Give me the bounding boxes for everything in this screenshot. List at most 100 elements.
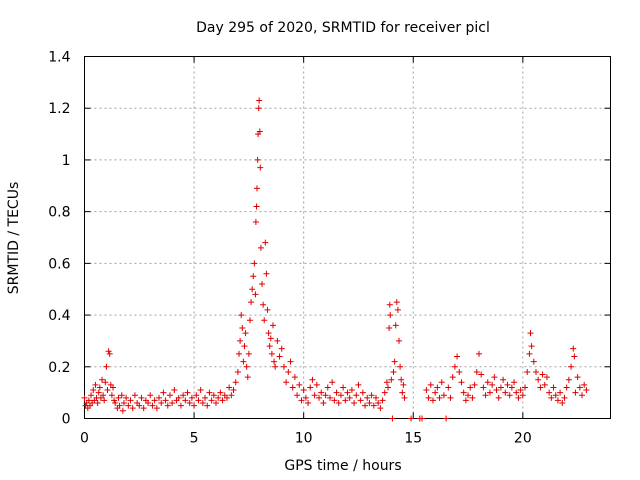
data-point xyxy=(215,394,222,401)
data-point xyxy=(245,350,252,357)
data-point xyxy=(217,389,224,396)
data-point xyxy=(234,368,241,375)
y-axis: 0 0.2 0.4 0.6 0.8 1 1.2 1.4 xyxy=(48,50,611,428)
data-point xyxy=(401,394,408,401)
data-point xyxy=(236,350,243,357)
data-point xyxy=(357,397,364,404)
data-point xyxy=(99,376,106,383)
data-point xyxy=(138,394,145,401)
data-point xyxy=(264,306,271,313)
data-point xyxy=(508,384,515,391)
y-tick-label: 0.6 xyxy=(48,256,70,272)
data-point xyxy=(454,353,461,360)
data-point xyxy=(123,394,130,401)
data-point xyxy=(106,350,113,357)
data-point xyxy=(102,379,109,386)
data-point xyxy=(572,389,579,396)
data-point xyxy=(280,363,287,370)
data-point xyxy=(447,394,454,401)
data-point xyxy=(120,399,127,406)
data-point xyxy=(94,399,101,406)
data-point xyxy=(491,374,498,381)
data-point xyxy=(563,384,570,391)
data-point xyxy=(539,371,546,378)
data-point xyxy=(202,394,209,401)
data-point xyxy=(307,384,314,391)
data-point xyxy=(559,399,566,406)
data-point xyxy=(522,384,529,391)
data-point xyxy=(429,397,436,404)
data-point xyxy=(326,394,333,401)
data-point xyxy=(193,392,200,399)
data-point xyxy=(129,405,136,412)
data-point xyxy=(151,397,158,404)
data-point xyxy=(368,392,375,399)
data-point xyxy=(552,392,559,399)
data-point xyxy=(397,363,404,370)
data-point xyxy=(240,358,247,365)
data-point xyxy=(237,337,244,344)
data-point xyxy=(451,363,458,370)
data-point xyxy=(311,392,318,399)
data-point xyxy=(104,387,111,394)
data-point xyxy=(348,387,355,394)
data-point xyxy=(232,379,239,386)
data-point xyxy=(289,384,296,391)
data-point xyxy=(291,374,298,381)
data-point xyxy=(359,389,366,396)
data-point xyxy=(353,392,360,399)
data-point xyxy=(230,387,237,394)
data-point xyxy=(399,389,406,396)
data-point xyxy=(177,402,184,409)
data-point xyxy=(261,317,268,324)
data-point xyxy=(500,376,507,383)
data-point xyxy=(482,392,489,399)
data-point xyxy=(574,374,581,381)
data-point xyxy=(377,405,384,412)
data-point xyxy=(517,387,524,394)
data-point xyxy=(256,97,263,104)
data-point xyxy=(309,376,316,383)
data-point xyxy=(550,384,557,391)
data-point xyxy=(252,291,259,298)
data-point xyxy=(103,363,110,370)
data-point xyxy=(443,415,450,422)
data-point xyxy=(554,397,561,404)
data-point xyxy=(322,392,329,399)
data-point xyxy=(149,402,156,409)
data-point xyxy=(112,399,119,406)
data-point xyxy=(316,394,323,401)
data-point xyxy=(156,394,163,401)
data-point xyxy=(199,399,206,406)
data-point xyxy=(333,389,340,396)
data-point xyxy=(184,389,191,396)
data-point xyxy=(276,353,283,360)
data-point xyxy=(346,394,353,401)
data-point xyxy=(92,381,99,388)
data-point xyxy=(116,402,123,409)
data-point xyxy=(283,379,290,386)
data-point xyxy=(576,384,583,391)
data-point xyxy=(351,399,358,406)
data-point xyxy=(160,389,167,396)
data-point xyxy=(340,384,347,391)
x-tick-label: 10 xyxy=(295,431,313,447)
data-point xyxy=(526,350,533,357)
data-point xyxy=(504,381,511,388)
x-axis-label: GPS time / hours xyxy=(284,458,401,474)
data-point xyxy=(158,399,165,406)
data-point xyxy=(197,387,204,394)
data-point xyxy=(438,379,445,386)
data-point xyxy=(140,405,147,412)
data-point xyxy=(527,330,534,337)
data-point xyxy=(108,392,115,399)
data-point xyxy=(242,330,249,337)
data-point xyxy=(256,128,263,135)
data-point xyxy=(392,322,399,329)
data-point xyxy=(375,399,382,406)
data-point xyxy=(213,399,219,406)
data-point xyxy=(568,363,575,370)
data-point xyxy=(530,358,537,365)
data-point xyxy=(111,397,118,404)
